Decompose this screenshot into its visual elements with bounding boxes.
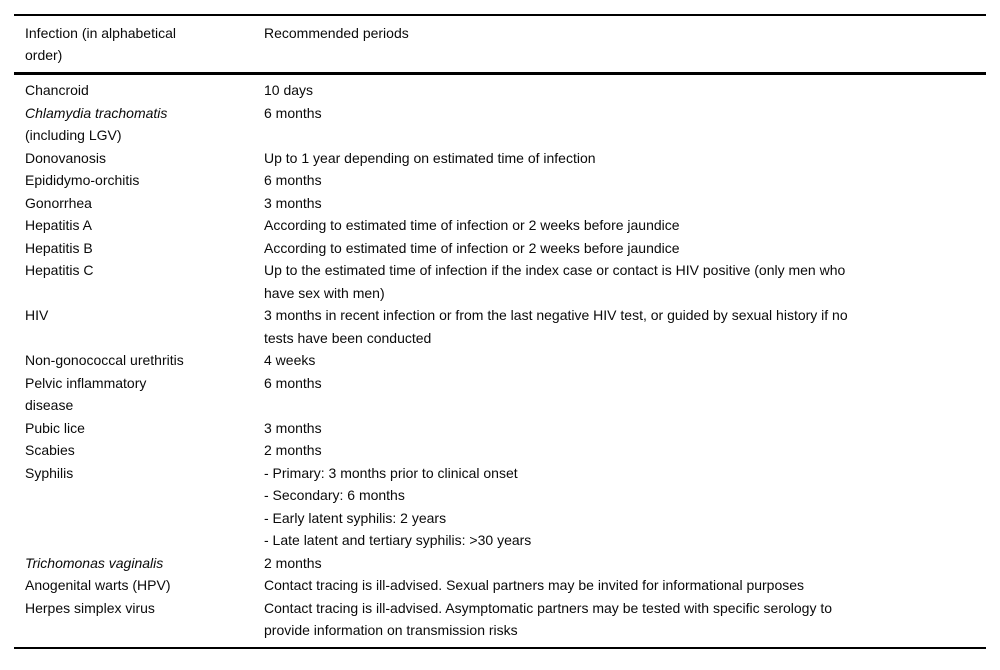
infection-name-cell: Herpes simplex virus <box>25 599 155 616</box>
table-row: Chlamydia trachomatis (including LGV) 6 m… <box>14 102 986 147</box>
table-row: Donovanosis Up to 1 year depending on es… <box>14 147 986 170</box>
table-row: Gonorrhea 3 months <box>14 192 986 215</box>
table-row: Hepatitis C Up to the estimated time of … <box>14 259 986 304</box>
infection-scientific-name: Chlamydia trachomatis <box>25 104 168 121</box>
infection-name-cell: Gonorrhea <box>25 194 92 211</box>
contact-tracing-periods-table: Infection (in alphabetical order) Recomm… <box>14 14 986 649</box>
period-cell: 2 months <box>264 554 322 571</box>
infection-name-suffix: (including LGV) <box>25 127 122 143</box>
period-cell: Contact tracing is ill-advised. Asymptom… <box>264 599 833 639</box>
period-cell: 3 months <box>264 194 322 211</box>
infection-scientific-name: Trichomonas vaginalis <box>25 554 164 571</box>
period-cell: 6 months <box>264 374 322 391</box>
period-cell: 10 days <box>264 82 314 98</box>
table-row: Non-gonococcal urethritis 4 weeks <box>14 349 986 372</box>
period-cell: Contact tracing is ill-advised. Sexual p… <box>264 577 805 593</box>
table-row: Pelvic inflammatory disease 6 months <box>14 372 986 417</box>
period-cell: 3 months <box>264 419 322 436</box>
table-row: Scabies 2 months <box>14 439 986 462</box>
infection-name-cell: Chlamydia trachomatis (including LGV) <box>14 102 264 147</box>
infection-name-cell: HIV <box>25 307 49 323</box>
infection-name-cell: Scabies <box>25 442 75 458</box>
table-row: Syphilis - Primary: 3 months prior to cl… <box>14 462 986 552</box>
table-row: Trichomonas vaginalis 2 months <box>14 552 986 575</box>
infection-name-cell: Pelvic inflammatory disease <box>25 374 147 414</box>
infection-name-cell: Hepatitis C <box>25 262 94 278</box>
infection-name-cell: Trichomonas vaginalis <box>14 552 264 575</box>
table-row: Anogenital warts (HPV) Contact tracing i… <box>14 574 986 597</box>
table-row: HIV 3 months in recent infection or from… <box>14 304 986 349</box>
table-row: Pubic lice 3 months <box>14 417 986 440</box>
infection-name-cell: Pubic lice <box>25 419 85 436</box>
col-header-infection: Infection (in alphabetical order) <box>14 15 264 75</box>
period-cell: 2 months <box>264 442 322 458</box>
period-cell: 6 months <box>264 104 322 121</box>
period-cell: 3 months in recent infection or from the… <box>264 307 848 346</box>
period-cell: According to estimated time of infection… <box>264 239 680 256</box>
period-cell: 6 months <box>264 172 322 188</box>
infection-name-cell: Hepatitis B <box>25 239 93 256</box>
table-row: Chancroid 10 days <box>14 74 986 102</box>
header-row: Infection (in alphabetical order) Recomm… <box>14 15 986 75</box>
infection-name-cell: Non-gonococcal urethritis <box>25 352 184 368</box>
col-header-recommended-periods: Recommended periods <box>264 15 986 75</box>
period-cell: 4 weeks <box>264 352 316 368</box>
infection-name-cell: Donovanosis <box>25 149 106 166</box>
infection-name-cell: Anogenital warts (HPV) <box>25 577 171 593</box>
table-row: Epididymo-orchitis 6 months <box>14 169 986 192</box>
period-cell: Up to 1 year depending on estimated time… <box>264 149 596 166</box>
table-row: Herpes simplex virus Contact tracing is … <box>14 597 986 648</box>
table-row: Hepatitis B According to estimated time … <box>14 237 986 260</box>
infection-name-cell: Syphilis <box>25 464 74 481</box>
period-cell: Up to the estimated time of infection if… <box>264 262 846 301</box>
infection-name-cell: Epididymo-orchitis <box>25 172 140 188</box>
period-cell: According to estimated time of infection… <box>264 217 680 233</box>
period-cell: - Primary: 3 months prior to clinical on… <box>264 464 532 549</box>
infection-name-cell: Chancroid <box>25 82 89 98</box>
infection-name-cell: Hepatitis A <box>25 217 92 233</box>
table-row: Hepatitis A According to estimated time … <box>14 214 986 237</box>
